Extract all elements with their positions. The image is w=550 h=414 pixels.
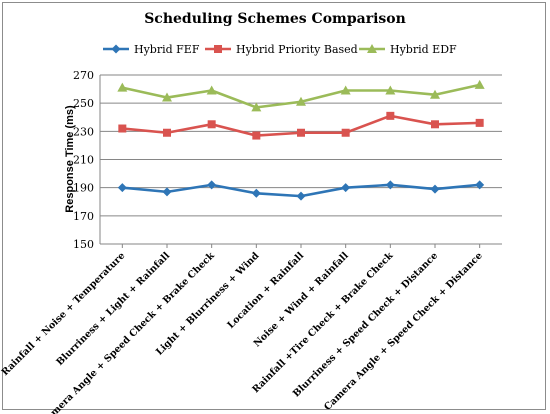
legend: Hybrid FEF Hybrid Priority Based Hybrid ED… bbox=[103, 43, 457, 56]
data-point bbox=[296, 96, 306, 106]
data-point bbox=[206, 85, 217, 95]
data-point bbox=[430, 89, 440, 99]
x-tick-label: Noise + Wind + Rainfall bbox=[252, 250, 351, 349]
data-point bbox=[252, 131, 261, 140]
y-tick-label: 170 bbox=[73, 210, 94, 223]
data-point bbox=[296, 191, 306, 201]
legend-marker bbox=[367, 44, 377, 53]
x-tick-label: Camera Angle + Speed Check + Brake Check bbox=[39, 250, 217, 414]
data-point bbox=[207, 120, 216, 129]
y-tick-label: 190 bbox=[73, 182, 94, 195]
y-axis: 150 170 190 210 230 250 270 bbox=[73, 69, 101, 251]
series-group bbox=[117, 79, 485, 201]
y-tick-label: 270 bbox=[73, 69, 94, 82]
y-axis-label: Response Time (ms) bbox=[64, 105, 76, 213]
y-tick-label: 230 bbox=[73, 125, 94, 138]
y-tick-label: 250 bbox=[73, 97, 94, 110]
data-point bbox=[207, 180, 217, 190]
data-point bbox=[385, 180, 395, 190]
legend-marker bbox=[111, 44, 121, 54]
data-point bbox=[117, 183, 127, 193]
chart-frame bbox=[2, 2, 546, 410]
series-hybrid-priority-based bbox=[118, 111, 484, 140]
data-point bbox=[341, 183, 351, 193]
x-tick-label: Camera Angle + Speed Check + Distance bbox=[322, 250, 485, 413]
data-point bbox=[251, 102, 262, 112]
series-hybrid-fef bbox=[117, 180, 485, 201]
legend-item: Hybrid Priority Based bbox=[205, 43, 358, 56]
x-tick-label: Location + Rainfall bbox=[226, 250, 307, 331]
legend-label: Hybrid EDF bbox=[390, 43, 457, 56]
y-tick-label: 210 bbox=[73, 154, 94, 167]
data-point bbox=[430, 184, 440, 194]
x-axis: Rainfall + Noise + TemperatureBlurriness… bbox=[0, 244, 485, 414]
data-point bbox=[162, 187, 172, 197]
data-point bbox=[341, 128, 350, 137]
data-point bbox=[117, 82, 128, 92]
data-point bbox=[297, 128, 305, 137]
data-point bbox=[340, 85, 351, 95]
legend-item: Hybrid FEF bbox=[103, 43, 200, 56]
data-point bbox=[475, 118, 484, 127]
series-hybrid-edf bbox=[117, 79, 485, 112]
data-point bbox=[431, 120, 439, 129]
legend-marker bbox=[214, 45, 222, 53]
legend-label: Hybrid FEF bbox=[134, 43, 200, 56]
data-point bbox=[385, 85, 396, 95]
data-point bbox=[475, 180, 485, 190]
data-point bbox=[118, 124, 127, 133]
data-point bbox=[474, 79, 485, 89]
data-point bbox=[163, 128, 171, 137]
data-point bbox=[251, 188, 261, 198]
legend-label: Hybrid Priority Based bbox=[236, 43, 358, 56]
data-point bbox=[162, 92, 172, 102]
chart-title: Scheduling Schemes Comparison bbox=[144, 11, 406, 27]
legend-item: Hybrid EDF bbox=[359, 43, 457, 56]
y-tick-label: 150 bbox=[73, 238, 94, 251]
data-point bbox=[386, 111, 395, 120]
